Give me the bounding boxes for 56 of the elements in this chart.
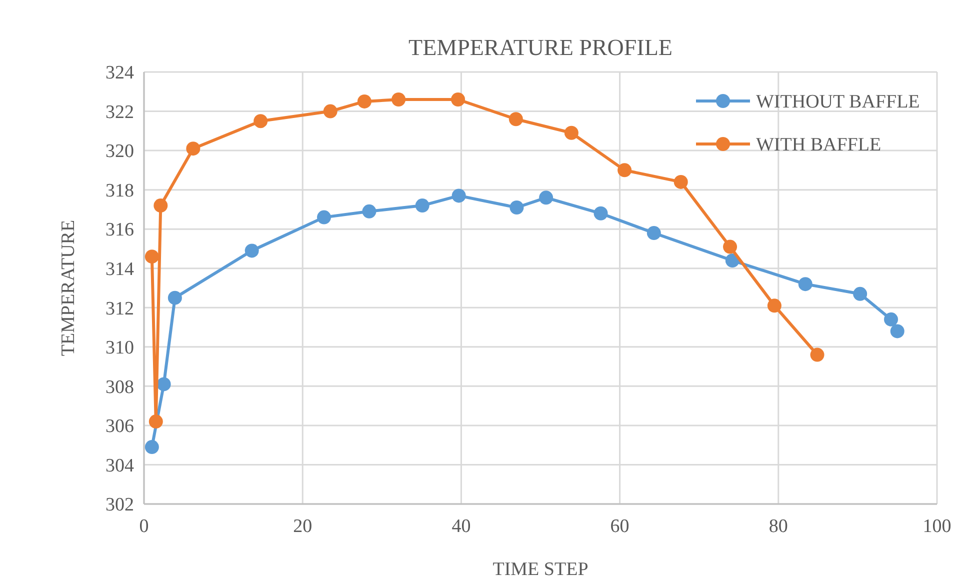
point bbox=[646, 226, 661, 240]
point bbox=[884, 312, 898, 326]
point bbox=[564, 126, 578, 140]
y-tick-label: 320 bbox=[106, 141, 134, 162]
y-tick-label: 324 bbox=[106, 62, 134, 84]
x-tick-label: 80 bbox=[768, 516, 788, 537]
x-tick-label: 100 bbox=[922, 516, 952, 537]
point bbox=[148, 414, 163, 429]
point bbox=[317, 210, 332, 224]
y-tick-label: 302 bbox=[106, 494, 134, 516]
y-tick-label: 304 bbox=[106, 455, 134, 476]
point bbox=[254, 114, 268, 128]
chart-title: TEMPERATURE PROFILE bbox=[408, 35, 672, 60]
point bbox=[510, 200, 524, 214]
point bbox=[725, 254, 740, 268]
y-tick-label: 322 bbox=[106, 102, 134, 123]
point bbox=[451, 92, 466, 106]
point bbox=[323, 104, 338, 118]
point bbox=[798, 277, 812, 292]
y-tick-label: 308 bbox=[106, 376, 134, 398]
legend-label: WITH BAFFLE bbox=[756, 134, 882, 156]
point bbox=[154, 198, 168, 213]
point bbox=[618, 163, 632, 178]
point bbox=[244, 244, 259, 258]
point bbox=[357, 94, 372, 108]
y-tick-label: 314 bbox=[106, 259, 134, 280]
x-tick-label: 40 bbox=[452, 516, 471, 537]
y-axis-title: TEMPERATURE bbox=[58, 220, 79, 356]
point bbox=[890, 324, 904, 338]
point bbox=[452, 188, 466, 203]
point bbox=[392, 92, 406, 106]
point bbox=[853, 286, 868, 301]
point bbox=[508, 112, 523, 126]
point bbox=[415, 198, 430, 213]
point bbox=[362, 204, 376, 218]
x-tick-label: 0 bbox=[139, 516, 149, 537]
legend-label: WITHOUT BAFFLE bbox=[756, 92, 920, 113]
point bbox=[810, 348, 824, 362]
x-axis-title: TIME STEP bbox=[492, 559, 588, 580]
point bbox=[594, 206, 608, 220]
y-tick-label: 318 bbox=[106, 180, 134, 202]
y-tick-label: 310 bbox=[106, 338, 134, 359]
y-tick-label: 316 bbox=[106, 220, 134, 241]
point bbox=[767, 298, 782, 313]
point bbox=[144, 250, 159, 264]
point bbox=[144, 440, 159, 454]
point bbox=[186, 142, 200, 156]
point bbox=[168, 290, 182, 305]
point bbox=[156, 377, 171, 392]
point bbox=[674, 174, 688, 189]
y-tick-label: 306 bbox=[106, 416, 134, 438]
x-tick-label: 20 bbox=[293, 516, 312, 537]
point bbox=[539, 190, 554, 205]
point bbox=[723, 240, 738, 254]
y-tick-label: 312 bbox=[106, 298, 134, 320]
x-tick-label: 60 bbox=[610, 516, 630, 537]
